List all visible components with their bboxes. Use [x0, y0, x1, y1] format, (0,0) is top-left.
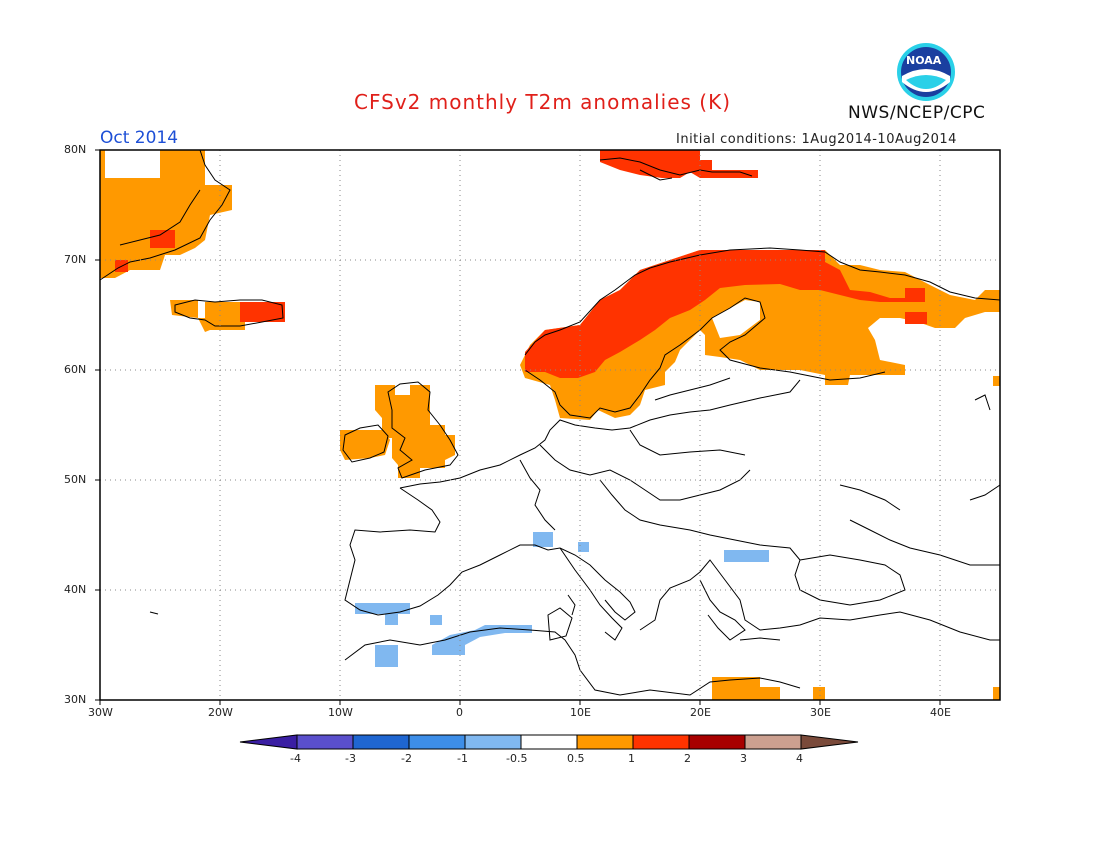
graticule: [100, 150, 1000, 700]
anomaly-fills: [100, 150, 1000, 700]
coastlines: [99, 149, 1001, 696]
lat-label: 50N: [64, 473, 87, 486]
lon-label: 20W: [208, 706, 233, 719]
lon-label: 10E: [570, 706, 591, 719]
colorbar-segment: [744, 734, 802, 750]
colorbar-segment: [632, 734, 690, 750]
colorbar-label: -1: [457, 752, 468, 765]
noaa-logo: [897, 43, 955, 101]
agency-label: NWS/NCEP/CPC: [848, 103, 986, 123]
anomaly-ireland: [340, 430, 390, 460]
lon-label: 10W: [328, 706, 353, 719]
colorbar-segment: [576, 734, 634, 750]
anomaly-scandinavia-warm: [525, 250, 925, 378]
anomaly-libya: [712, 677, 760, 700]
colorbar-label: 1: [628, 752, 635, 765]
colorbar-min-arrow: [239, 734, 298, 750]
colorbar-segment: [296, 734, 354, 750]
lon-label: 0: [456, 706, 463, 719]
logo-text: NOAA: [906, 54, 942, 67]
anomaly-uk: [375, 385, 455, 478]
colorbar-label: 3: [740, 752, 747, 765]
lon-label: 30E: [810, 706, 831, 719]
colorbar-label: -2: [401, 752, 412, 765]
colorbar-segment: [464, 734, 522, 750]
colorbar-segment: [408, 734, 466, 750]
colorbar-max-arrow: [800, 734, 859, 750]
map-frame: [99, 149, 1001, 701]
chart-title: CFSv2 monthly T2m anomalies (K): [354, 90, 731, 114]
colorbar-label: -3: [345, 752, 356, 765]
colorbar-label: 2: [684, 752, 691, 765]
colorbar-label: 4: [796, 752, 803, 765]
lat-label: 40N: [64, 583, 87, 596]
anomaly-greenland: [100, 150, 232, 278]
colorbar-segment: [352, 734, 410, 750]
anomaly-svalbard: [600, 150, 758, 178]
lat-label: 30N: [64, 693, 87, 706]
colorbar-label: -0.5: [506, 752, 528, 765]
lat-label: 80N: [64, 143, 87, 156]
month-label: Oct 2014: [100, 128, 179, 148]
initial-conditions: Initial conditions: 1Aug2014-10Aug2014: [676, 132, 957, 147]
lon-label: 30W: [88, 706, 113, 719]
lat-label: 70N: [64, 253, 87, 266]
colorbar-label: -4: [290, 752, 301, 765]
lat-label: 60N: [64, 363, 87, 376]
colorbar-segment: [520, 734, 578, 750]
lon-label: 40E: [930, 706, 951, 719]
colorbar: [239, 734, 859, 750]
colorbar-label: 0.5: [567, 752, 585, 765]
lon-label: 20E: [690, 706, 711, 719]
colorbar-segment: [688, 734, 746, 750]
